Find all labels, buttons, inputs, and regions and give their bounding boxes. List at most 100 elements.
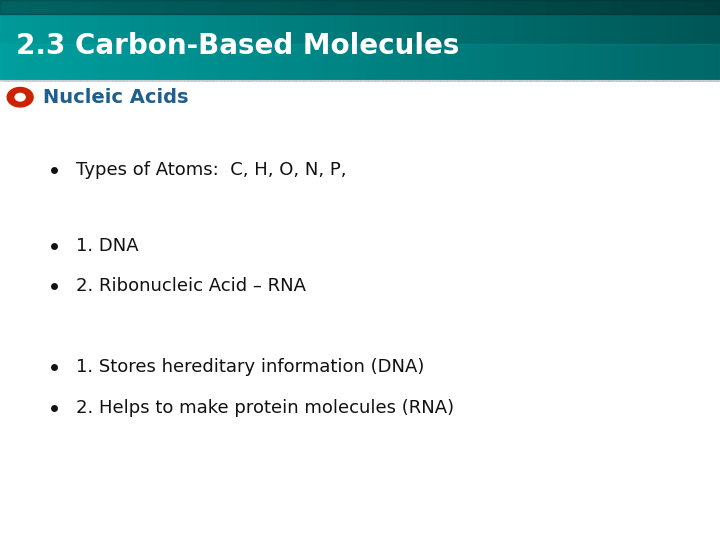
Bar [310, 0, 315, 80]
Bar [709, 0, 714, 80]
Bar [414, 0, 419, 80]
Bar [101, 0, 106, 80]
Bar [11, 0, 16, 80]
Bar [673, 0, 678, 80]
Bar [443, 0, 448, 80]
Bar [695, 0, 700, 80]
Bar [522, 0, 527, 80]
Bar [562, 0, 567, 80]
Bar [652, 0, 657, 80]
Bar [526, 0, 531, 80]
Bar [252, 0, 257, 80]
Bar [533, 0, 538, 80]
Bar [598, 0, 603, 80]
Bar [187, 0, 192, 80]
Bar [706, 0, 711, 80]
Bar [378, 0, 383, 80]
Bar [130, 0, 135, 80]
Bar [169, 0, 174, 80]
Bar [396, 0, 401, 80]
Bar [619, 0, 624, 80]
Bar [0, 44, 720, 80]
Bar [220, 0, 225, 80]
Bar [464, 0, 469, 80]
Bar [634, 0, 639, 80]
Bar [670, 0, 675, 80]
Bar [648, 0, 653, 80]
Bar [4, 0, 9, 80]
Bar [155, 0, 160, 80]
Bar [554, 0, 559, 80]
Bar [158, 0, 163, 80]
Bar [202, 0, 207, 80]
Bar [490, 0, 495, 80]
Bar [421, 0, 426, 80]
Bar [410, 0, 415, 80]
Bar [338, 0, 343, 80]
Bar [508, 0, 513, 80]
Bar [230, 0, 235, 80]
Bar [436, 0, 441, 80]
Bar [302, 0, 307, 80]
Bar [565, 0, 570, 80]
Bar [173, 0, 178, 80]
Bar [418, 0, 423, 80]
Bar [212, 0, 217, 80]
Bar [356, 0, 361, 80]
Circle shape [7, 87, 33, 107]
Bar [364, 0, 369, 80]
Bar [25, 0, 30, 80]
Text: 2. Ribonucleic Acid – RNA: 2. Ribonucleic Acid – RNA [76, 277, 305, 295]
Bar [551, 0, 556, 80]
Bar [256, 0, 261, 80]
Bar [475, 0, 480, 80]
Bar [83, 0, 88, 80]
Bar [295, 0, 300, 80]
Bar [630, 0, 635, 80]
Bar [482, 0, 487, 80]
Bar [382, 0, 387, 80]
Text: 1. DNA: 1. DNA [76, 237, 138, 255]
Bar [457, 0, 462, 80]
Bar [688, 0, 693, 80]
Bar [612, 0, 617, 80]
Bar [36, 0, 41, 80]
Bar [572, 0, 577, 80]
Bar [342, 0, 347, 80]
Bar [65, 0, 70, 80]
Bar [119, 0, 124, 80]
Bar [248, 0, 253, 80]
Bar [569, 0, 574, 80]
Bar [486, 0, 491, 80]
Bar [349, 0, 354, 80]
Bar [176, 0, 181, 80]
Bar [22, 0, 27, 80]
Bar [702, 0, 707, 80]
Bar [680, 0, 685, 80]
Bar [68, 0, 73, 80]
Bar [313, 0, 318, 80]
Bar [209, 0, 214, 80]
Bar [544, 0, 549, 80]
Bar [536, 0, 541, 80]
Text: 1. Stores hereditary information (DNA): 1. Stores hereditary information (DNA) [76, 358, 424, 376]
Bar [432, 0, 437, 80]
Bar [655, 0, 660, 80]
Bar [400, 0, 405, 80]
Bar [32, 0, 37, 80]
Bar [374, 0, 379, 80]
Bar [47, 0, 52, 80]
Bar [558, 0, 563, 80]
Bar [371, 0, 376, 80]
Bar [288, 0, 293, 80]
Bar [43, 0, 48, 80]
Bar [194, 0, 199, 80]
Bar [428, 0, 433, 80]
Bar [698, 0, 703, 80]
Bar [623, 0, 628, 80]
Bar [0, 0, 5, 80]
Bar [97, 0, 102, 80]
Bar [122, 0, 127, 80]
Bar [468, 0, 473, 80]
Bar [529, 0, 534, 80]
